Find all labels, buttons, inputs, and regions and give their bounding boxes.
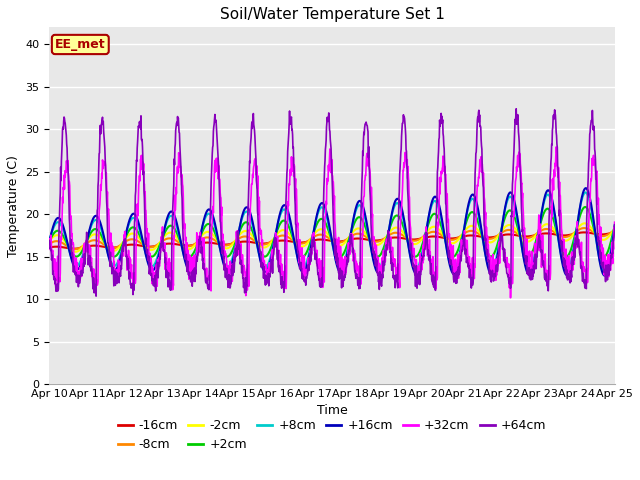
Legend: -16cm, -8cm, -2cm, +2cm, +8cm, +16cm, +32cm, +64cm: -16cm, -8cm, -2cm, +2cm, +8cm, +16cm, +3…	[113, 414, 551, 456]
Y-axis label: Temperature (C): Temperature (C)	[7, 155, 20, 257]
Text: EE_met: EE_met	[55, 38, 106, 51]
Title: Soil/Water Temperature Set 1: Soil/Water Temperature Set 1	[220, 7, 444, 22]
X-axis label: Time: Time	[317, 405, 348, 418]
